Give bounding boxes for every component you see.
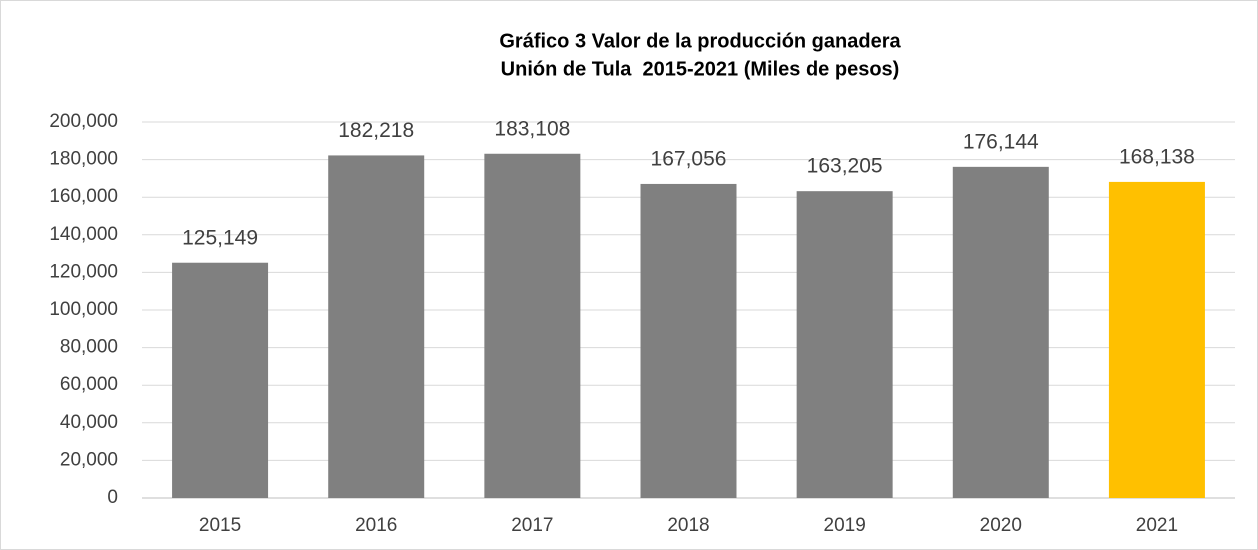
x-tick-label: 2015 (199, 515, 241, 536)
y-tick-label: 0 (107, 487, 118, 508)
x-tick-label: 2020 (980, 515, 1022, 536)
chart-subtitle: Unión de Tula 2015-2021 (Miles de pesos) (501, 58, 900, 80)
y-tick-label: 140,000 (49, 224, 118, 245)
y-tick-label: 60,000 (60, 374, 118, 395)
value-label: 125,149 (182, 226, 258, 249)
value-label: 176,144 (963, 130, 1039, 153)
value-label: 168,138 (1119, 145, 1195, 168)
y-tick-label: 100,000 (49, 299, 118, 320)
chart-title: Gráfico 3 Valor de la producción ganader… (499, 30, 901, 52)
bar (640, 183, 737, 498)
bar (484, 153, 581, 498)
y-tick-label: 120,000 (49, 261, 118, 282)
bar (328, 155, 425, 498)
value-label: 163,205 (807, 155, 883, 178)
x-tick-label: 2016 (355, 515, 397, 536)
y-tick-label: 20,000 (60, 449, 118, 470)
y-tick-label: 40,000 (60, 412, 118, 433)
x-tick-label: 2017 (511, 515, 553, 536)
y-tick-label: 180,000 (49, 149, 118, 170)
x-tick-label: 2021 (1136, 515, 1178, 536)
x-tick-label: 2019 (824, 515, 866, 536)
bar (952, 166, 1049, 498)
value-label: 167,056 (651, 147, 727, 170)
value-label: 183,108 (494, 117, 570, 140)
bar (796, 191, 893, 498)
y-tick-label: 160,000 (49, 186, 118, 207)
bar (1108, 181, 1205, 498)
bar (172, 262, 269, 498)
y-tick-label: 80,000 (60, 337, 118, 358)
y-tick-label: 200,000 (49, 111, 118, 132)
value-label: 182,218 (338, 119, 414, 142)
x-tick-label: 2018 (667, 515, 709, 536)
